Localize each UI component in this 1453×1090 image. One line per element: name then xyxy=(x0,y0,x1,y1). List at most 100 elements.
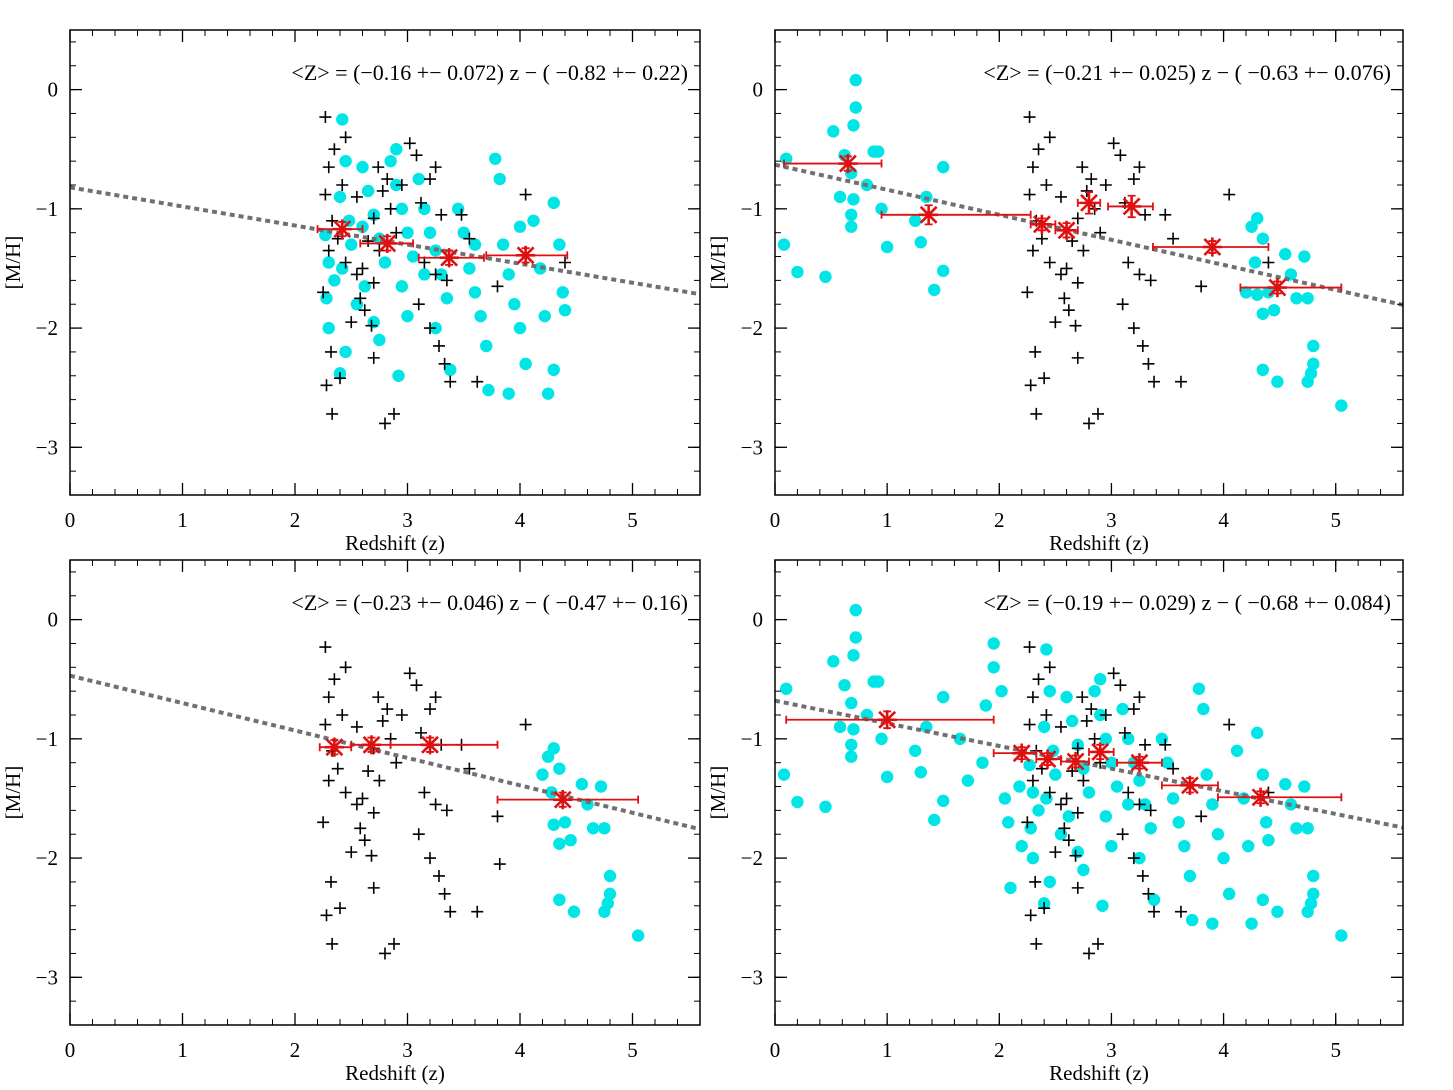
data-point-cross xyxy=(410,679,423,692)
data-point-dot xyxy=(845,750,858,763)
data-point-dot xyxy=(463,262,476,275)
data-point-dot xyxy=(1298,780,1311,793)
data-point-cross xyxy=(424,322,436,335)
binned-star xyxy=(1180,775,1200,795)
data-point-dot xyxy=(791,795,804,809)
binned-star xyxy=(1056,220,1077,240)
data-point-dot xyxy=(1002,816,1015,829)
x-tick-label: 5 xyxy=(1330,508,1341,532)
y-tick-label: 0 xyxy=(753,608,764,632)
data-point-cross xyxy=(350,190,363,203)
binned-point xyxy=(1160,775,1219,795)
data-point-dot xyxy=(395,202,409,216)
data-point-cross xyxy=(1116,298,1129,311)
y-tick-label: −3 xyxy=(36,435,58,459)
data-point-cross xyxy=(1021,816,1034,829)
data-point-cross xyxy=(1049,846,1062,859)
data-point-cross xyxy=(471,375,484,388)
data-point-cross xyxy=(519,718,532,731)
data-point-cross xyxy=(1062,304,1075,317)
data-point-dot xyxy=(1290,292,1303,305)
data-point-dot xyxy=(547,196,560,210)
data-point-cross xyxy=(403,137,416,150)
data-point-dot xyxy=(339,154,352,168)
binned-xerr xyxy=(389,740,499,749)
data-point-cross xyxy=(390,226,403,239)
data-point-cross xyxy=(1021,286,1034,299)
data-point-dot xyxy=(1307,869,1320,883)
data-point-cross xyxy=(376,184,389,197)
x-tick-label: 5 xyxy=(1330,1038,1341,1062)
data-point-cross xyxy=(1118,726,1131,739)
data-point-dot xyxy=(527,214,540,227)
data-point-dot xyxy=(833,190,847,204)
data-point-cross xyxy=(1083,417,1095,430)
panel-top-right: 0 1 2 3 4 5 0 −1 −2 −3 Redshift (z) [M/H] <Z> = (−0.… xyxy=(706,29,1404,555)
data-point-cross xyxy=(339,256,352,269)
data-point-cross xyxy=(345,846,358,859)
data-point-cross xyxy=(350,268,363,281)
data-point-dot xyxy=(928,813,941,827)
binned-xerr xyxy=(880,210,1032,219)
fit-line xyxy=(70,673,700,832)
y-tick-label: 0 xyxy=(48,608,59,632)
data-point-dot xyxy=(345,238,358,251)
data-point-cross xyxy=(1076,691,1089,704)
data-point-cross xyxy=(1127,852,1140,865)
x-tick-label: 4 xyxy=(1218,508,1229,532)
binned-star xyxy=(324,737,344,757)
data-point-dot xyxy=(1122,732,1135,746)
data-point-cross xyxy=(372,691,385,704)
data-point-cross xyxy=(415,726,427,739)
data-point-dot xyxy=(361,184,375,198)
data-point-cross xyxy=(1062,834,1075,847)
data-point-dot xyxy=(845,208,858,222)
data-point-cross xyxy=(358,304,371,317)
data-point-cross xyxy=(1054,190,1067,203)
data-point-cross xyxy=(1262,256,1275,269)
data-point-cross xyxy=(424,173,436,186)
data-point-cross xyxy=(1080,714,1093,727)
x-tick-label: 1 xyxy=(177,508,188,532)
data-point-dot xyxy=(1256,363,1270,377)
data-point-cross xyxy=(438,357,451,370)
data-point-cross xyxy=(1136,339,1149,352)
y-tick-label: −1 xyxy=(741,727,763,751)
x-tick-label: 3 xyxy=(1106,508,1117,532)
data-point-cross xyxy=(1107,137,1120,150)
data-point-dot xyxy=(849,631,862,644)
data-point-cross xyxy=(319,641,332,654)
y-tick-label: −1 xyxy=(36,197,58,221)
data-point-cross xyxy=(381,703,394,716)
data-point-dot xyxy=(320,292,333,305)
data-point-dot xyxy=(339,345,352,359)
binned-star xyxy=(377,233,397,254)
plot-area xyxy=(775,73,1403,430)
data-point-dot xyxy=(1251,288,1264,301)
data-point-dot xyxy=(553,837,566,850)
data-point-cross xyxy=(1133,161,1146,174)
data-point-dot xyxy=(553,893,566,907)
binned-star xyxy=(1202,237,1222,257)
data-point-dot xyxy=(914,236,927,249)
data-point-dot xyxy=(603,869,617,883)
data-point-dot xyxy=(564,833,577,847)
data-point-cross xyxy=(1043,786,1056,799)
data-point-cross xyxy=(367,881,380,894)
data-point-dot xyxy=(847,649,860,662)
data-point-dot xyxy=(502,268,515,281)
data-point-cross xyxy=(444,905,457,918)
binned-star xyxy=(516,245,536,265)
data-point-dot xyxy=(1166,792,1180,805)
binned-star xyxy=(1065,751,1086,772)
data-point-dot xyxy=(440,292,454,305)
data-point-dot xyxy=(553,238,566,251)
x-tick-label: 3 xyxy=(1106,1038,1117,1062)
binned-star xyxy=(1012,743,1032,763)
x-tick-label: 3 xyxy=(402,508,413,532)
x-tick-label: 2 xyxy=(290,508,301,532)
x-axis-label: Redshift (z) xyxy=(1049,1061,1149,1085)
data-point-cross xyxy=(429,161,442,174)
data-point-cross xyxy=(1159,208,1172,221)
data-point-dot xyxy=(1037,720,1051,734)
